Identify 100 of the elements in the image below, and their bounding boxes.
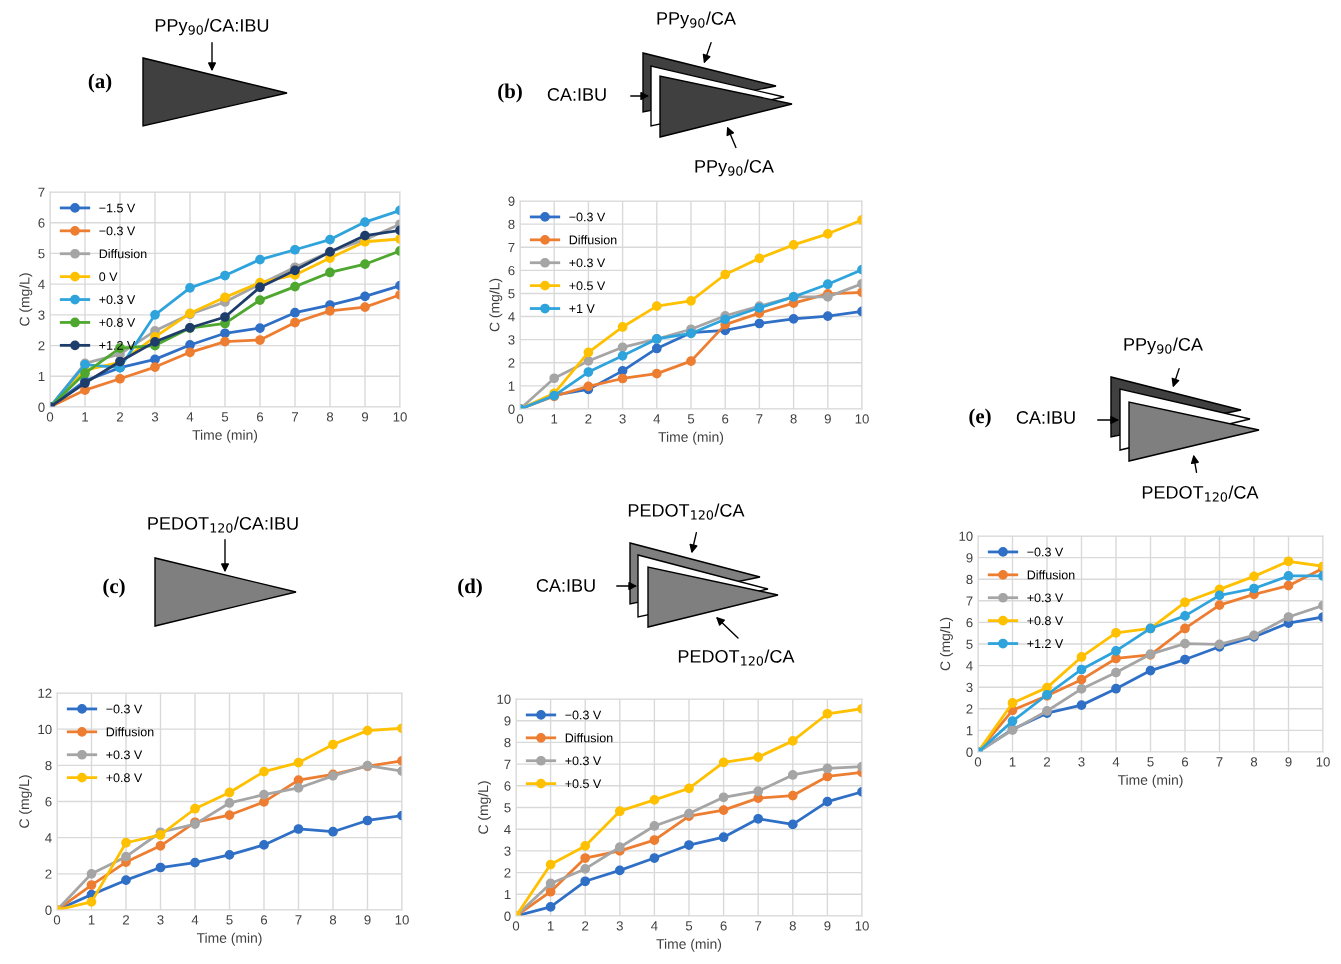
x-tick-label: 8: [1250, 757, 1258, 767]
point: [86, 868, 97, 879]
point: [720, 314, 731, 325]
y-tick-label: 3: [966, 682, 973, 693]
point: [583, 347, 594, 358]
point: [328, 739, 338, 750]
point: [580, 876, 591, 887]
point: [185, 282, 195, 293]
x-tick-label: 6: [1182, 757, 1189, 767]
text: PPy$_{90}$/CA:IBU: [155, 18, 269, 36]
point: [822, 279, 833, 290]
point: [1180, 623, 1190, 634]
legend-label: Diffusion: [569, 235, 617, 245]
point: [325, 267, 335, 278]
point: [1249, 571, 1259, 582]
x-tick-label: 1: [82, 412, 89, 422]
point: [1214, 590, 1225, 601]
x-axis-title: Time (min): [1117, 774, 1183, 788]
y-tick-label: 1: [508, 381, 515, 391]
point: [545, 878, 556, 889]
legend-label: 0 V: [99, 272, 118, 282]
point: [360, 230, 370, 241]
x-tick-label: 4: [651, 921, 658, 931]
text: (e): [969, 408, 991, 428]
point: [293, 783, 304, 793]
y-tick-label: 4: [38, 279, 45, 289]
point: [1180, 597, 1190, 608]
legend-label: +0.3 V: [565, 756, 602, 766]
text: PPy$_{90}$/CA: [695, 159, 774, 177]
point: [580, 853, 591, 863]
point: [1076, 664, 1087, 675]
x-tick-label: 5: [687, 414, 695, 424]
y-tick-label: 9: [966, 553, 973, 563]
y-axis-title: C (mg/L): [19, 273, 33, 326]
y-tick-label: 1: [38, 371, 45, 382]
x-tick-label: 9: [361, 412, 369, 422]
text: CA:IBU: [1016, 411, 1075, 424]
x-tick-label: 2: [117, 412, 124, 422]
x-tick-label: 3: [619, 414, 626, 424]
y-axis-title: C (mg/L): [18, 775, 32, 828]
x-tick-label: 9: [364, 915, 371, 925]
point: [583, 356, 594, 366]
point: [580, 841, 591, 851]
x-tick-label: 10: [395, 915, 409, 925]
point: [822, 228, 833, 239]
x-tick-label: 0: [516, 414, 524, 424]
x-tick-label: 3: [157, 915, 164, 925]
x-tick-label: 6: [257, 412, 264, 422]
y-tick-label: 12: [38, 688, 52, 698]
point: [224, 798, 235, 808]
point: [822, 796, 833, 807]
point: [80, 368, 90, 379]
point: [1214, 600, 1225, 610]
x-tick-label: 9: [824, 414, 831, 424]
y-tick-label: 2: [966, 704, 973, 714]
y-axis-title: C (mg/L): [939, 617, 953, 671]
x-tick-label: 5: [226, 915, 233, 925]
point: [1007, 716, 1018, 726]
point: [255, 282, 265, 293]
legend-label: +0.5 V: [565, 779, 602, 789]
y-tick-label: 5: [966, 639, 973, 649]
point: [1283, 571, 1294, 581]
point: [545, 859, 556, 870]
legend-label: Diffusion: [99, 249, 147, 259]
point: [822, 311, 833, 321]
point: [150, 337, 160, 347]
text: PEDOT$_{120}$/CA: [678, 649, 795, 666]
x-tick-label: 8: [329, 915, 337, 925]
x-tick-label: 0: [974, 757, 982, 767]
x-tick-label: 6: [722, 414, 729, 424]
point: [1076, 700, 1087, 710]
y-tick-label: 4: [45, 833, 52, 843]
x-tick-label: 2: [1044, 757, 1051, 767]
x-tick-label: 2: [585, 414, 592, 424]
point: [1111, 653, 1121, 664]
point: [787, 736, 798, 746]
point: [115, 373, 125, 384]
y-tick-label: 3: [38, 310, 45, 320]
point: [651, 301, 662, 312]
point: [787, 819, 798, 830]
point: [290, 281, 300, 292]
x-axis-title: Time (min): [658, 431, 724, 445]
point: [649, 795, 660, 805]
y-tick-label: 1: [504, 890, 511, 900]
x-tick-label: 5: [1147, 757, 1154, 767]
y-tick-label: 9: [504, 716, 511, 726]
point: [1111, 646, 1121, 656]
y-axis-title: C (mg/L): [477, 781, 491, 834]
point: [86, 897, 97, 907]
x-axis-title: Time (min): [196, 932, 262, 946]
y-tick-label: 3: [508, 335, 515, 345]
x-tick-label: 8: [790, 414, 797, 424]
point: [121, 851, 131, 862]
point: [224, 849, 235, 860]
point: [614, 806, 625, 817]
point: [649, 821, 660, 831]
point: [1111, 667, 1121, 678]
y-tick-label: 5: [38, 249, 45, 259]
point: [325, 306, 335, 316]
point: [1180, 638, 1190, 649]
